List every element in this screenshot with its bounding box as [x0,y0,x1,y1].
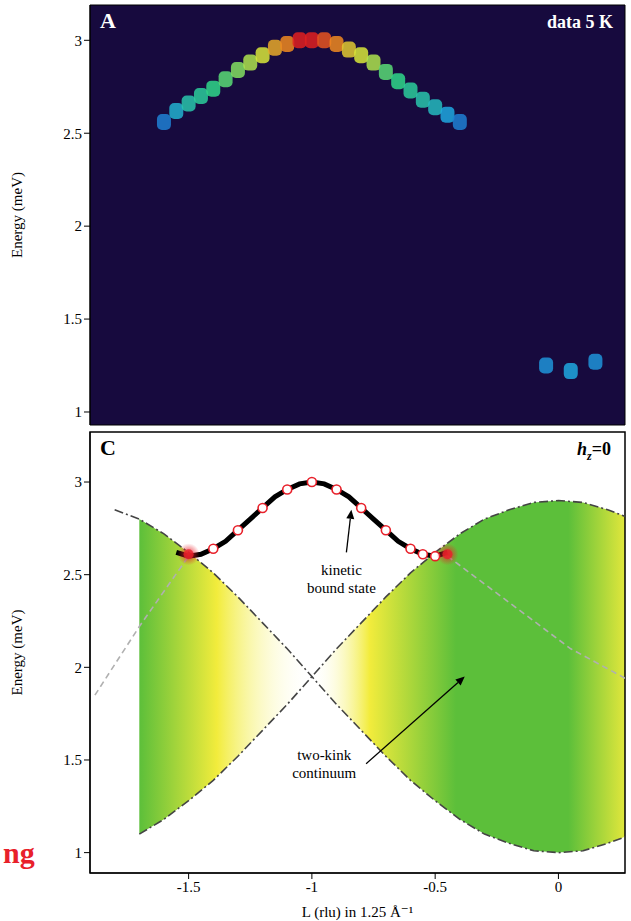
svg-text:2.5: 2.5 [63,126,82,142]
html-text:hz=0: hz=0 [577,439,611,463]
svg-text:-0.5: -0.5 [423,879,447,895]
svg-text:L (rlu) in 1.25 Å⁻¹: L (rlu) in 1.25 Å⁻¹ [302,904,413,921]
svg-text:2.5: 2.5 [63,567,82,583]
svg-text:0: 0 [555,879,563,895]
svg-text:2: 2 [75,660,83,676]
svg-text:3: 3 [75,33,83,49]
svg-text:2: 2 [75,218,83,234]
svg-text:-1: -1 [306,879,319,895]
svg-text:-1.5: -1.5 [177,879,201,895]
html-text:ng: ng [3,836,35,869]
svg-text:1: 1 [75,404,83,420]
svg-text:1: 1 [75,845,83,861]
html-text:C: C [100,435,116,460]
html-text:A: A [100,8,116,33]
svg-text:Energy (meV): Energy (meV) [9,610,26,696]
svg-text:kineticbound state: kineticbound state [307,562,376,596]
svg-text:1.5: 1.5 [63,311,82,327]
html-text:data 5 K: data 5 K [547,12,613,32]
svg-text:two-kinkcontinuum: two-kinkcontinuum [292,747,356,781]
svg-text:1.5: 1.5 [63,752,82,768]
svg-text:3: 3 [75,474,83,490]
svg-text:Energy (meV): Energy (meV) [9,172,26,258]
